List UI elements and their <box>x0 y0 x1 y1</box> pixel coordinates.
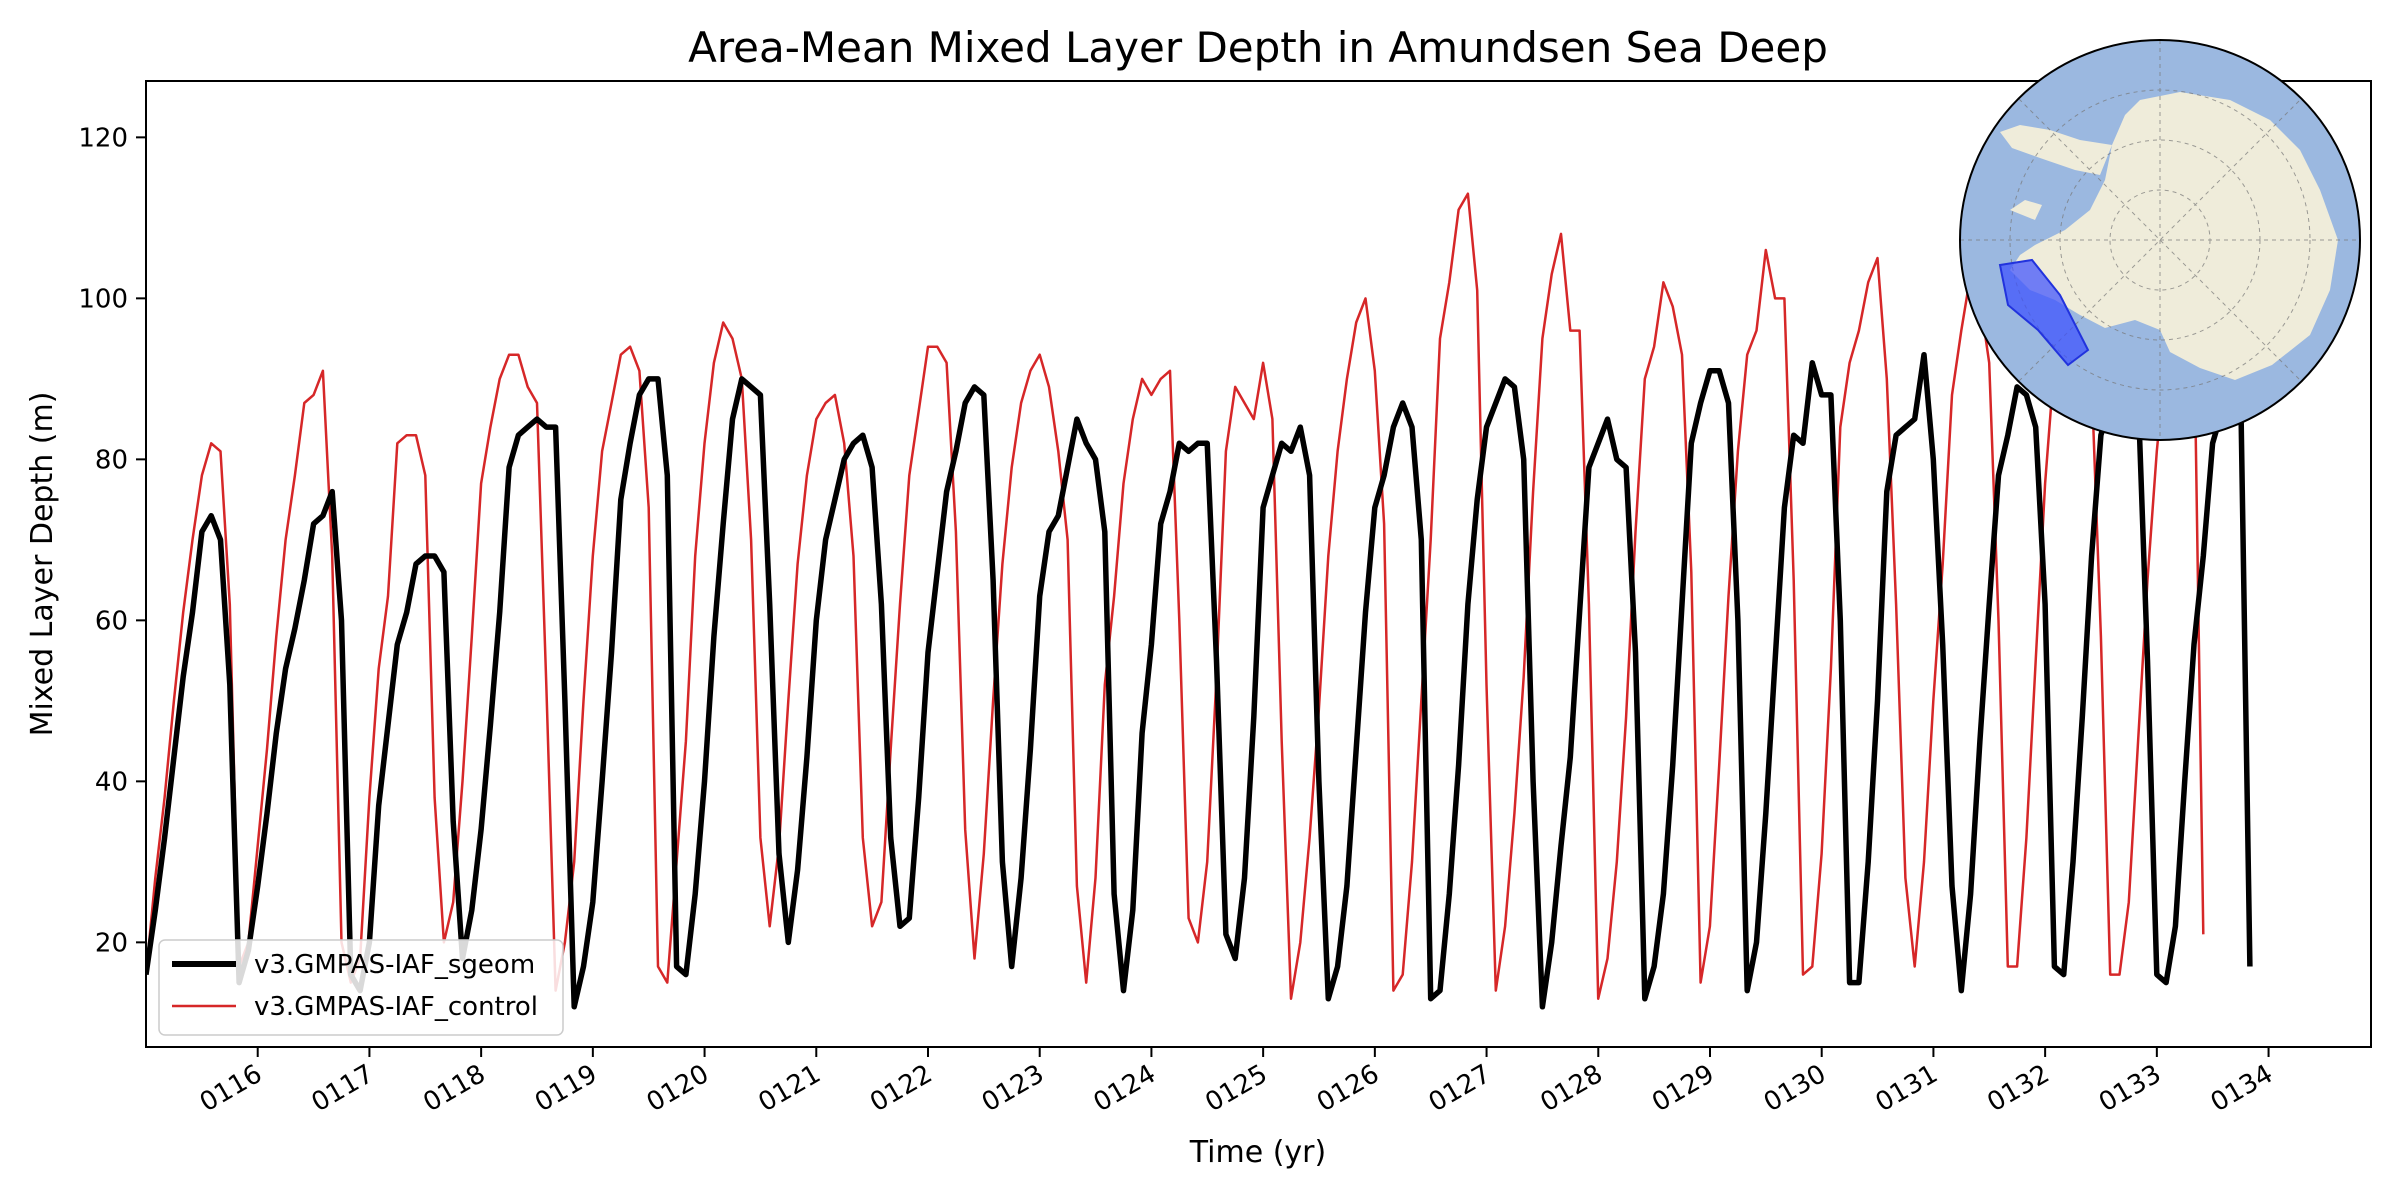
y-axis: 20 40 60 80 100 120 <box>78 123 146 958</box>
series-layer <box>146 192 2253 1010</box>
y-tick-label: 40 <box>95 767 128 797</box>
map-border <box>1959 39 2361 441</box>
x-tick-label: 0124 <box>1089 1059 1161 1118</box>
y-tick-label: 60 <box>95 606 128 636</box>
x-tick-label: 0129 <box>1647 1059 1719 1118</box>
x-tick-label: 0122 <box>865 1059 937 1118</box>
legend-box <box>158 939 564 1036</box>
x-axis-label: Time (yr) <box>1189 1135 1326 1170</box>
x-axis: 0116 0117 0118 0119 0120 0121 0122 0123 0124 0125… <box>195 1047 2278 1118</box>
y-tick-label: 20 <box>95 928 128 958</box>
x-tick-label: 0119 <box>530 1059 602 1118</box>
x-tick-label: 0120 <box>642 1059 714 1118</box>
antarctica-landmass <box>2000 92 2338 380</box>
legend: v3.GMPAS-IAF_sgeom v3.GMPAS-IAF_control <box>158 939 564 1036</box>
series-line-control <box>146 192 2205 1000</box>
x-tick-label: 0134 <box>2206 1059 2278 1118</box>
x-tick-label: 0121 <box>753 1059 825 1118</box>
y-tick-label: 80 <box>95 445 128 475</box>
x-tick-label: 0125 <box>1200 1059 1272 1118</box>
inset-polar-map <box>1959 39 2361 441</box>
y-tick-label: 100 <box>78 284 128 314</box>
x-tick-label: 0126 <box>1312 1059 1384 1118</box>
amundsen-sea-region <box>1998 258 2090 367</box>
x-tick-label: 0127 <box>1424 1059 1496 1118</box>
y-tick-label: 120 <box>78 123 128 153</box>
x-tick-label: 0133 <box>2094 1059 2166 1118</box>
series-line-sgeom <box>146 351 2253 1010</box>
x-tick-label: 0123 <box>977 1059 1049 1118</box>
x-tick-label: 0130 <box>1759 1059 1831 1118</box>
x-tick-label: 0117 <box>307 1059 379 1118</box>
legend-label-control: v3.GMPAS-IAF_control <box>254 992 538 1022</box>
legend-label-sgeom: v3.GMPAS-IAF_sgeom <box>254 950 535 980</box>
y-axis-label: Mixed Layer Depth (m) <box>25 392 60 737</box>
x-tick-label: 0118 <box>418 1059 490 1118</box>
plot-frame <box>145 80 2372 1048</box>
x-tick-label: 0116 <box>195 1059 267 1118</box>
x-tick-label: 0132 <box>1982 1059 2054 1118</box>
x-tick-label: 0128 <box>1535 1059 1607 1118</box>
x-tick-label: 0131 <box>1871 1059 1943 1118</box>
chart-title: Area-Mean Mixed Layer Depth in Amundsen … <box>688 23 1828 72</box>
